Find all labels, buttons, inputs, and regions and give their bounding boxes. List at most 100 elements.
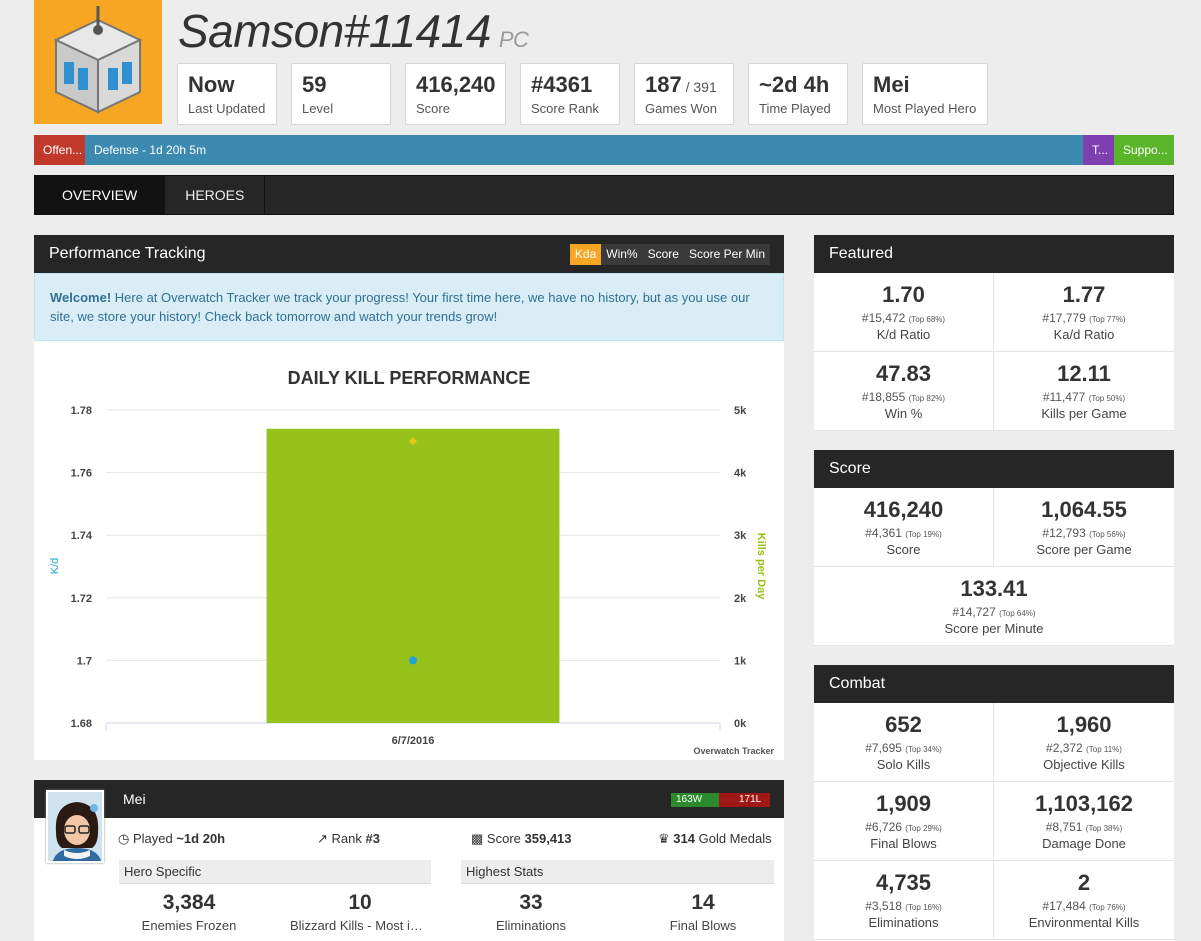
hero-rank: ↗ Rank #3 <box>317 831 380 847</box>
stat-value: 33 <box>519 891 543 914</box>
rank-top: (Top 56%) <box>1089 530 1126 539</box>
stat-name: Final Blows <box>669 918 737 933</box>
rank-top: (Top 11%) <box>1086 745 1122 754</box>
rank-top: (Top 38%) <box>1085 824 1123 833</box>
combat-stat: 4,735 #3,518 (Top 16%) Eliminations <box>814 861 994 940</box>
hero-medals: ♛ 314 Gold Medals <box>658 831 772 847</box>
stat-rank: #8,751 (Top 38%) <box>994 820 1174 834</box>
rank-number: #4,361 <box>865 526 902 540</box>
chart-title: DAILY KILL PERFORMANCE <box>288 368 531 388</box>
rank-number: #17,779 <box>1042 311 1086 325</box>
rank-top: (Top 16%) <box>905 903 942 912</box>
combat-stat: 1,909 #6,726 (Top 29%) Final Blows <box>814 782 994 861</box>
stat-rank: #17,484 (Top 76%) <box>994 899 1174 913</box>
hero-name: Mei <box>123 791 146 807</box>
stat-name: Final Blows <box>870 836 937 851</box>
chart-credit: Overwatch Tracker <box>693 746 774 756</box>
stat-value: 59 <box>302 72 327 97</box>
hero-panel-mei[interactable]: Mei 163W 171L ◷ Played ~1d 20h ↗ Rank #3… <box>34 780 784 941</box>
stat-rank: #6,726 (Top 29%) <box>814 820 993 834</box>
tab-overview[interactable]: Overview <box>35 176 166 214</box>
stat-name: Eliminations <box>495 918 567 933</box>
rank-value: #3 <box>365 831 380 846</box>
trend-icon: ↗ <box>317 831 328 846</box>
stat-time-played: ~2d 4h Time Played <box>748 63 848 125</box>
stat-value: 652 <box>885 712 922 737</box>
stat-value: 12.11 <box>1057 361 1111 386</box>
loot-box-icon <box>53 6 143 114</box>
rank-top: (Top 68%) <box>908 315 946 324</box>
performance-header: Performance Tracking Kda Win% Score Scor… <box>34 235 784 273</box>
stat-last-updated: Now Last Updated <box>177 63 277 125</box>
stat-rank: #4,361 (Top 19%) <box>814 526 993 540</box>
stat-value: 1,064.55 <box>1041 497 1127 522</box>
score-button[interactable]: Score <box>642 244 684 265</box>
tab-heroes[interactable]: Heroes <box>165 176 266 214</box>
wins-segment: 163W <box>671 793 719 807</box>
rank-top: (Top 29%) <box>905 824 942 833</box>
player-name: Samson#11414 PC <box>178 4 529 58</box>
score-stat: 1,064.55 #12,793 (Top 56%) Score per Game <box>994 488 1174 567</box>
stat-value: 187 / 391 <box>645 72 723 98</box>
y-tick-label-right: 0k <box>734 718 747 730</box>
score-grid: 416,240 #4,361 (Top 19%) Score 1,064.55 #12… <box>814 488 1174 646</box>
kills-bar[interactable] <box>266 428 560 723</box>
stat-value: 10 <box>348 891 372 914</box>
role-defense-segment[interactable]: Defense - 1d 20h 5m <box>85 135 1083 165</box>
stat-label: Score Rank <box>531 101 599 116</box>
y-tick-label-right: 1k <box>734 655 747 667</box>
y-tick-label-left: 1.76 <box>71 468 92 480</box>
stat-value: 47.83 <box>875 361 932 386</box>
rank-number: #7,695 <box>865 741 902 755</box>
rank-top: (Top 19%) <box>905 530 942 539</box>
featured-header: Featured <box>814 235 1174 273</box>
rank-number: #8,751 <box>1045 820 1083 834</box>
played-label: Played <box>132 831 173 846</box>
hero-specific-stat: 3,384 Enemies Frozen <box>104 891 274 933</box>
highest-stats-header: Highest Stats <box>461 860 774 884</box>
featured-stat: 12.11 #11,477 (Top 50%) Kills per Game <box>994 352 1174 431</box>
stat-name: Score <box>886 542 921 557</box>
stat-value: #4361 <box>531 72 593 97</box>
highest-stat: 14 Final Blows <box>618 891 788 933</box>
stat-name: Environmental Kills <box>1028 915 1140 930</box>
stat-rank: #3,518 (Top 16%) <box>814 899 993 913</box>
performance-panel: Performance Tracking Kda Win% Score Scor… <box>34 235 784 760</box>
series-marker[interactable] <box>409 437 417 446</box>
stat-value: 1,909 <box>875 791 932 816</box>
combat-grid: 652 #7,695 (Top 34%) Solo Kills 1,960 #2,37… <box>814 703 1174 940</box>
y-tick-label-left: 1.78 <box>71 405 92 417</box>
stat-value: Now <box>188 72 235 97</box>
daily-kill-chart: DAILY KILL PERFORMANCE 1.78 1.76 1.74 1.72 1… <box>34 341 784 761</box>
hero-played: ◷ Played ~1d 20h <box>118 831 225 847</box>
role-support-segment[interactable]: Suppo... <box>1114 135 1174 165</box>
stat-name: Win % <box>884 406 923 421</box>
hero-header: Mei 163W 171L <box>34 780 784 818</box>
stat-name: K/d Ratio <box>876 327 931 342</box>
score-per-min-button[interactable]: Score Per Min <box>683 244 770 265</box>
stat-value: Mei <box>873 72 910 97</box>
score-panel: Score 416,240 #4,361 (Top 19%) Score 1,064… <box>814 450 1174 646</box>
kd-point[interactable] <box>409 656 417 665</box>
x-tick-label: 6/7/2016 <box>392 735 435 747</box>
y-axis-label-left: K/d <box>49 558 61 575</box>
win-loss-bar: 163W 171L <box>671 793 770 807</box>
games-won-value: 187 <box>645 72 682 97</box>
win-percent-button[interactable]: Win% <box>601 244 643 265</box>
stat-name: Eliminations <box>868 915 939 930</box>
score-label: Score <box>486 831 521 846</box>
stat-value: 416,240 <box>863 497 944 522</box>
kda-button[interactable]: Kda <box>569 244 602 265</box>
featured-panel: Featured 1.70 #15,472 (Top 68%) K/d Ratio … <box>814 235 1174 431</box>
stat-label: Most Played Hero <box>873 101 977 116</box>
y-tick-label-right: 3k <box>734 530 747 542</box>
stat-score-rank: #4361 Score Rank <box>520 63 620 125</box>
role-offense-segment[interactable]: Offen... <box>34 135 85 165</box>
role-tank-segment[interactable]: T... <box>1083 135 1114 165</box>
combat-stat: 1,960 #2,372 (Top 11%) Objective Kills <box>994 703 1174 782</box>
stat-rank: #17,779 (Top 77%) <box>994 311 1174 325</box>
y-tick-label-right: 4k <box>734 468 747 480</box>
role-time-bar: Offen... Defense - 1d 20h 5m T... Suppo.… <box>34 135 1174 165</box>
stat-label: Score <box>416 101 450 116</box>
combat-stat: 2 #17,484 (Top 76%) Environmental Kills <box>994 861 1174 940</box>
